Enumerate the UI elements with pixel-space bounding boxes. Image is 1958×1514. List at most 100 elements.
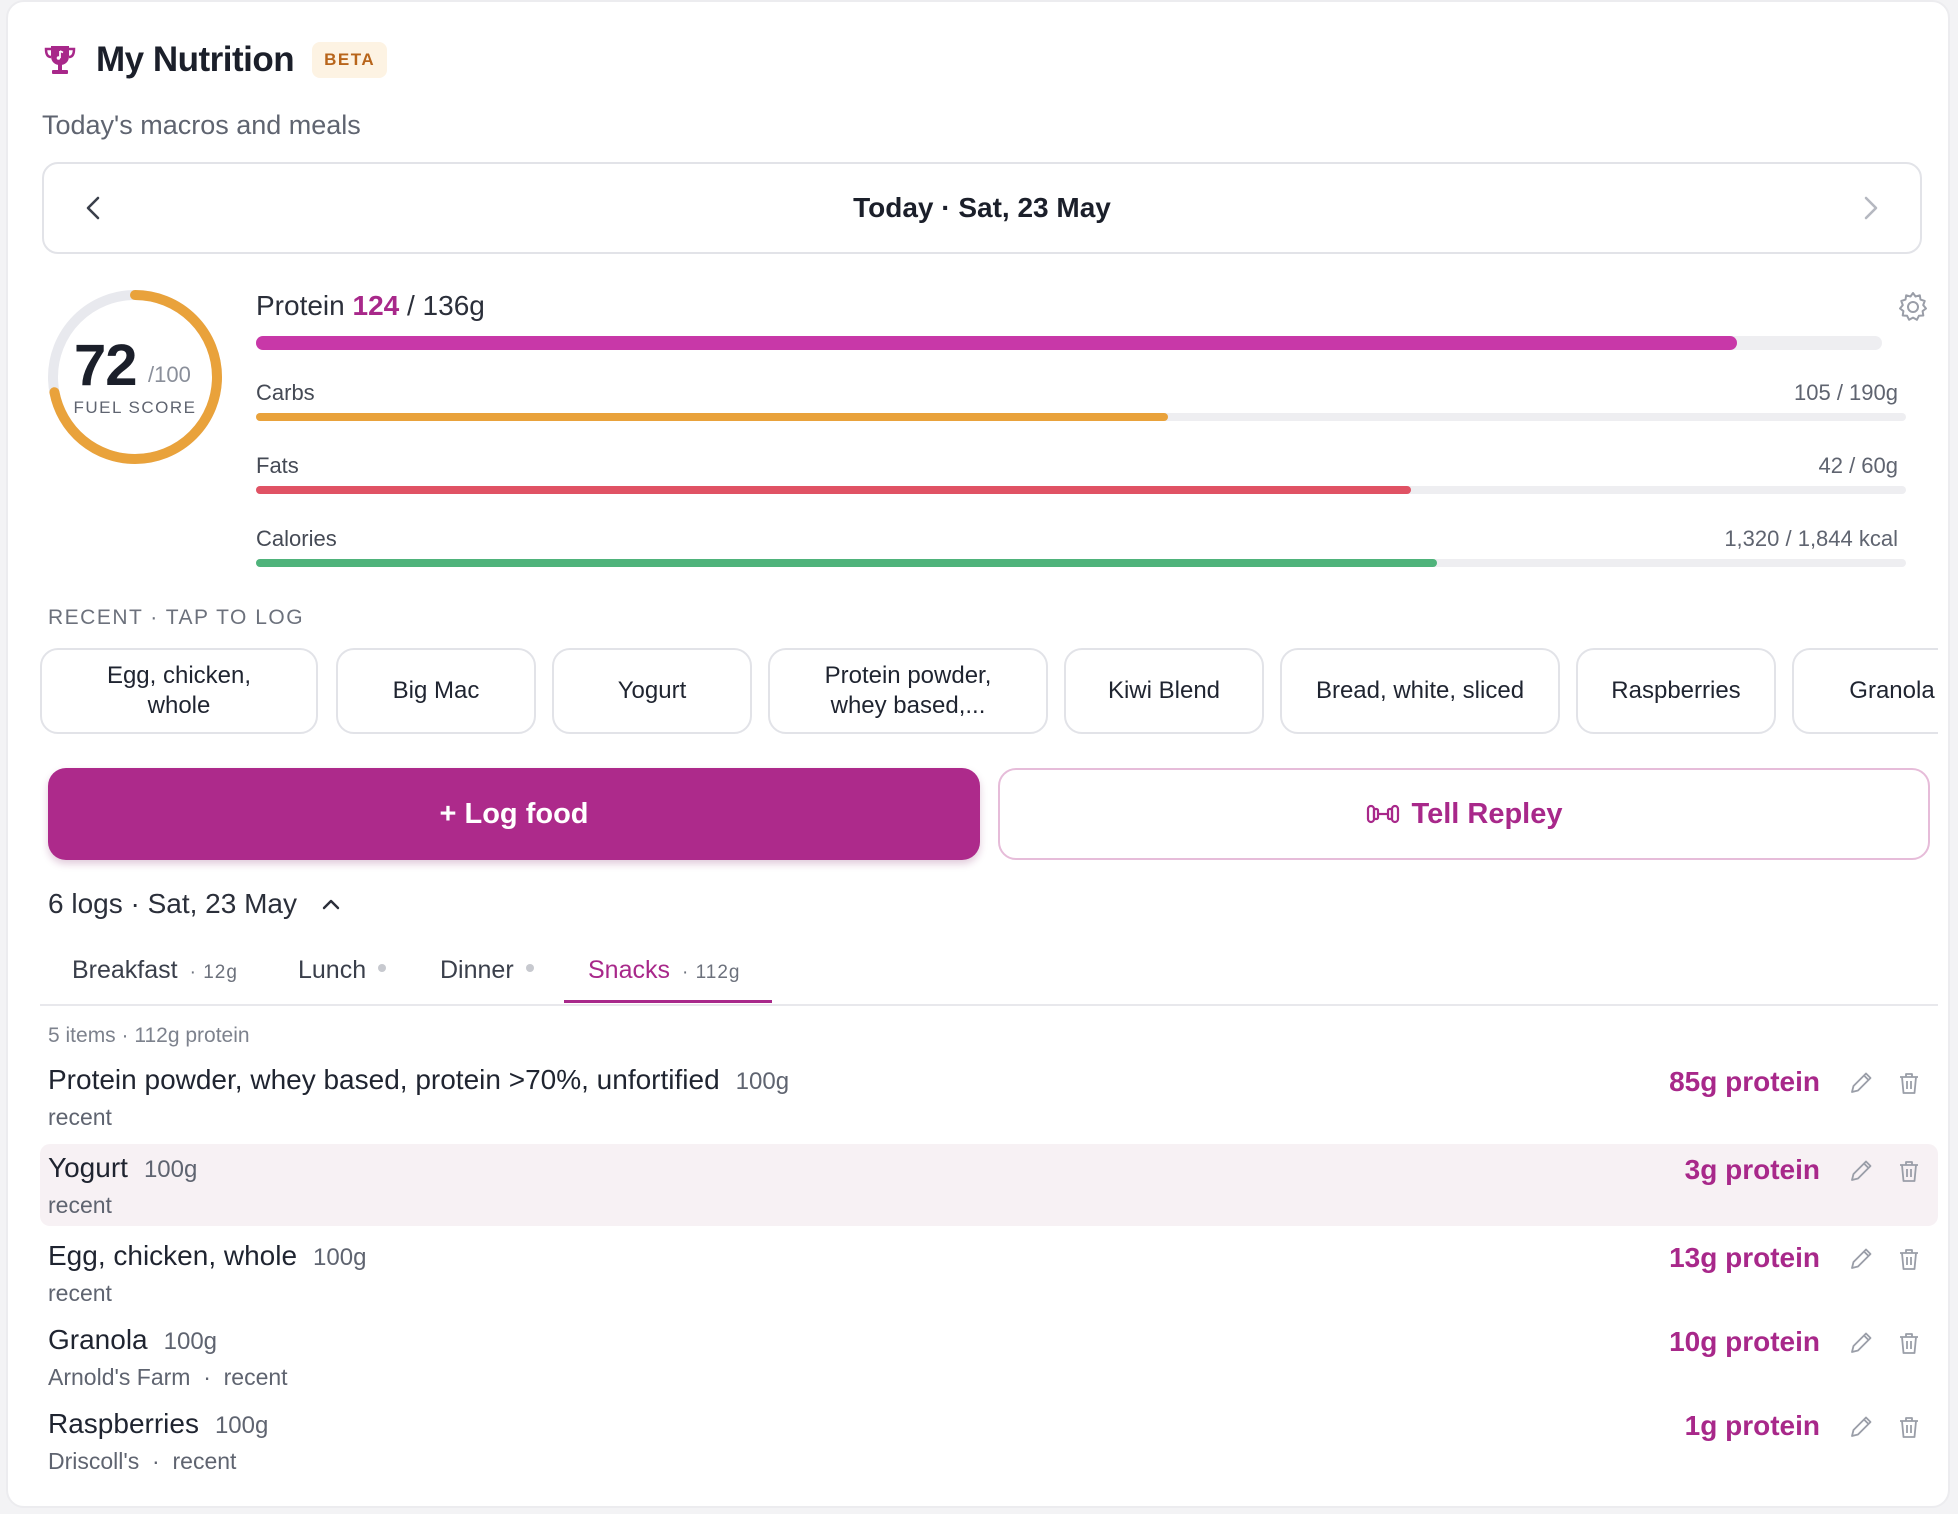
carbs-label: Carbs <box>256 380 315 405</box>
items-summary: 5 items · 112g protein <box>48 1024 250 1047</box>
protein-label: Protein <box>256 290 345 321</box>
item-name: Granola <box>48 1324 148 1355</box>
chip-label: Big Mac <box>392 677 480 704</box>
fuel-score-value: 72 <box>74 333 138 398</box>
tab-label: Lunch <box>298 956 367 984</box>
beta-badge: BETA <box>312 42 388 78</box>
pencil-icon[interactable] <box>1846 1068 1876 1098</box>
page-subtitle: Today's macros and meals <box>42 110 361 140</box>
item-qty: 100g <box>214 1412 269 1439</box>
recent-chip[interactable]: Yogurt <box>552 648 752 734</box>
nutrition-card: My Nutrition BETA Today's macros and mea… <box>6 0 1950 1508</box>
date-label: Today · Sat, 23 May <box>853 192 1111 223</box>
fats-label: Fats <box>256 453 299 478</box>
item-qty: 100g <box>735 1068 790 1095</box>
trash-icon[interactable] <box>1894 1328 1924 1358</box>
protein-summary: Protein 124 / 136g <box>256 290 485 322</box>
empty-dot <box>525 964 534 972</box>
chevron-left-icon[interactable] <box>74 188 114 228</box>
meal-tabs: Breakfast · 12g Lunch Dinner Snacks · 112g <box>40 942 1938 1006</box>
food-log-item[interactable]: Yogurt 100g recent 3g protein <box>40 1144 1938 1226</box>
chip-label: Raspberries <box>1611 677 1741 704</box>
tab-dinner[interactable]: Dinner <box>440 956 534 985</box>
tab-meta: · 12g <box>189 962 238 983</box>
item-qty: 100g <box>313 1244 367 1271</box>
item-protein: 3g protein <box>1684 1154 1820 1185</box>
date-navigator: Today · Sat, 23 May <box>42 162 1922 254</box>
pencil-icon[interactable] <box>1846 1328 1876 1358</box>
protein-bar-fill <box>256 336 1738 350</box>
item-protein: 13g protein <box>1669 1242 1820 1273</box>
trash-icon[interactable] <box>1894 1156 1924 1186</box>
logs-header[interactable]: 6 logs · Sat, 23 May <box>48 888 345 920</box>
pencil-icon[interactable] <box>1846 1412 1876 1442</box>
pencil-icon[interactable] <box>1846 1244 1876 1274</box>
item-protein: 1g protein <box>1684 1410 1820 1441</box>
fuel-score-max: /100 <box>148 362 191 387</box>
active-tab-indicator <box>564 1000 772 1003</box>
calories-value: 1,320 / 1,844 kcal <box>1724 526 1898 551</box>
page-title: My Nutrition <box>96 40 295 79</box>
item-name: Yogurt <box>48 1152 128 1183</box>
recent-chip[interactable]: Egg, chicken, whole <box>40 648 318 734</box>
protein-bar <box>256 336 1882 350</box>
tab-label: Dinner <box>440 956 514 984</box>
item-qty: 100g <box>163 1328 218 1355</box>
chip-label: Egg, chicken, <box>106 662 252 689</box>
fats-bar <box>256 486 1906 494</box>
chip-label: Kiwi Blend <box>1107 677 1221 704</box>
trophy-icon <box>42 42 78 78</box>
calories-bar-fill <box>256 559 1438 567</box>
recent-chip[interactable]: Granola <box>1792 648 1938 734</box>
item-sub: recent <box>48 1104 112 1130</box>
food-log-item[interactable]: Protein powder, whey based, protein >70%… <box>40 1056 1938 1138</box>
pencil-icon[interactable] <box>1846 1156 1876 1186</box>
trash-icon[interactable] <box>1894 1244 1924 1274</box>
fats-bar-fill <box>256 486 1411 494</box>
chip-label: Granola <box>1849 677 1935 704</box>
recent-chip[interactable]: Kiwi Blend <box>1064 648 1264 734</box>
carbs-bar <box>256 413 1906 421</box>
food-log-item[interactable]: Raspberries 100g Driscoll's · recent 1g p… <box>40 1400 1938 1482</box>
item-qty: 100g <box>143 1156 198 1183</box>
recent-chip[interactable]: Bread, white, sliced <box>1280 648 1560 734</box>
item-sub: recent <box>48 1192 112 1218</box>
fats-value: 42 / 60g <box>1818 453 1898 478</box>
recent-chip[interactable]: Raspberries <box>1576 648 1776 734</box>
chevron-right-icon[interactable] <box>1850 188 1890 228</box>
food-log-item[interactable]: Egg, chicken, whole 100g recent 13g prote… <box>40 1232 1938 1314</box>
tab-meta: · 112g <box>681 962 741 983</box>
chip-label: Yogurt <box>617 677 687 704</box>
recent-chips: Egg, chicken, whole Big Mac Yogurt Protei… <box>40 648 1938 738</box>
chip-label: whole <box>147 692 211 719</box>
tell-repley-button[interactable]: Tell Repley <box>998 768 1930 860</box>
item-sub: recent <box>48 1280 112 1306</box>
dumbbell-icon <box>1366 799 1400 829</box>
calories-label: Calories <box>256 526 337 551</box>
tab-label: Snacks <box>588 956 670 984</box>
item-name: Raspberries <box>48 1408 199 1439</box>
recent-chip[interactable]: Big Mac <box>336 648 536 734</box>
tell-repley-label: Tell Repley <box>1411 797 1563 830</box>
chevron-up-icon[interactable] <box>317 890 345 918</box>
protein-goal: / 136g <box>399 290 485 321</box>
trash-icon[interactable] <box>1894 1068 1924 1098</box>
fuel-score-arc <box>48 290 222 464</box>
item-sub: Driscoll's · recent <box>48 1448 237 1474</box>
chip-label: Bread, white, sliced <box>1315 677 1525 704</box>
food-log-item[interactable]: Granola 100g Arnold's Farm · recent 10g p… <box>40 1316 1938 1398</box>
tab-label: Breakfast <box>72 956 178 984</box>
tab-lunch[interactable]: Lunch <box>298 956 387 985</box>
gear-icon[interactable] <box>1896 290 1930 324</box>
trash-icon[interactable] <box>1894 1412 1924 1442</box>
carbs-value: 105 / 190g <box>1794 380 1898 405</box>
empty-dot <box>378 964 387 972</box>
recent-chip[interactable]: Protein powder, whey based,... <box>768 648 1048 734</box>
tab-breakfast[interactable]: Breakfast · 12g <box>72 956 238 985</box>
log-food-button[interactable]: + Log food <box>48 768 980 860</box>
item-protein: 10g protein <box>1669 1326 1820 1357</box>
calories-bar <box>256 559 1906 567</box>
tab-snacks[interactable]: Snacks · 112g <box>588 956 740 985</box>
item-protein: 85g protein <box>1669 1066 1820 1097</box>
item-name: Protein powder, whey based, protein >70%… <box>48 1064 720 1095</box>
